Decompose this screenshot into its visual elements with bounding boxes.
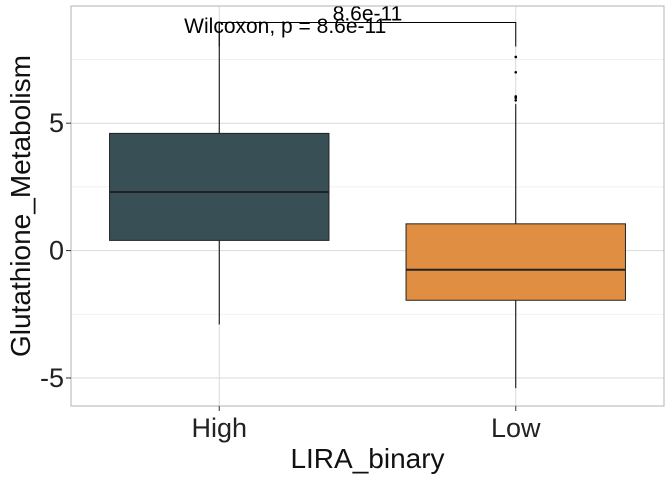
wilcoxon-test-label: Wilcoxon, p = 8.6e-11 (184, 15, 386, 38)
box-low (405, 223, 626, 301)
y-axis-ticks: -5 0 5 (40, 108, 71, 393)
panel-border (70, 5, 665, 407)
y-axis-title: Glutathione_Metabolism (5, 55, 36, 357)
outliers (514, 55, 518, 102)
boxes (109, 132, 626, 301)
significance-bracket (218, 22, 517, 47)
bracket-p-value-label: 8.6e-11 (333, 3, 403, 26)
x-axis-ticks: High Low (191, 406, 541, 443)
outlier-point-low (514, 70, 518, 74)
y-tick-label: -5 (40, 363, 64, 393)
outlier-point-low (514, 98, 518, 102)
y-tick-label: 5 (49, 108, 64, 138)
outlier-point-low (514, 55, 518, 59)
box-high (109, 132, 330, 241)
whiskers (218, 23, 517, 389)
x-tick-label: Low (491, 413, 541, 443)
x-axis-title: LIRA_binary (290, 443, 444, 474)
x-tick-label: High (191, 413, 247, 443)
significance-annotation: 8.6e-11 Wilcoxon, p = 8.6e-11 (184, 3, 517, 47)
outlier-point-low (514, 95, 518, 98)
y-tick-label: 0 (49, 236, 64, 266)
